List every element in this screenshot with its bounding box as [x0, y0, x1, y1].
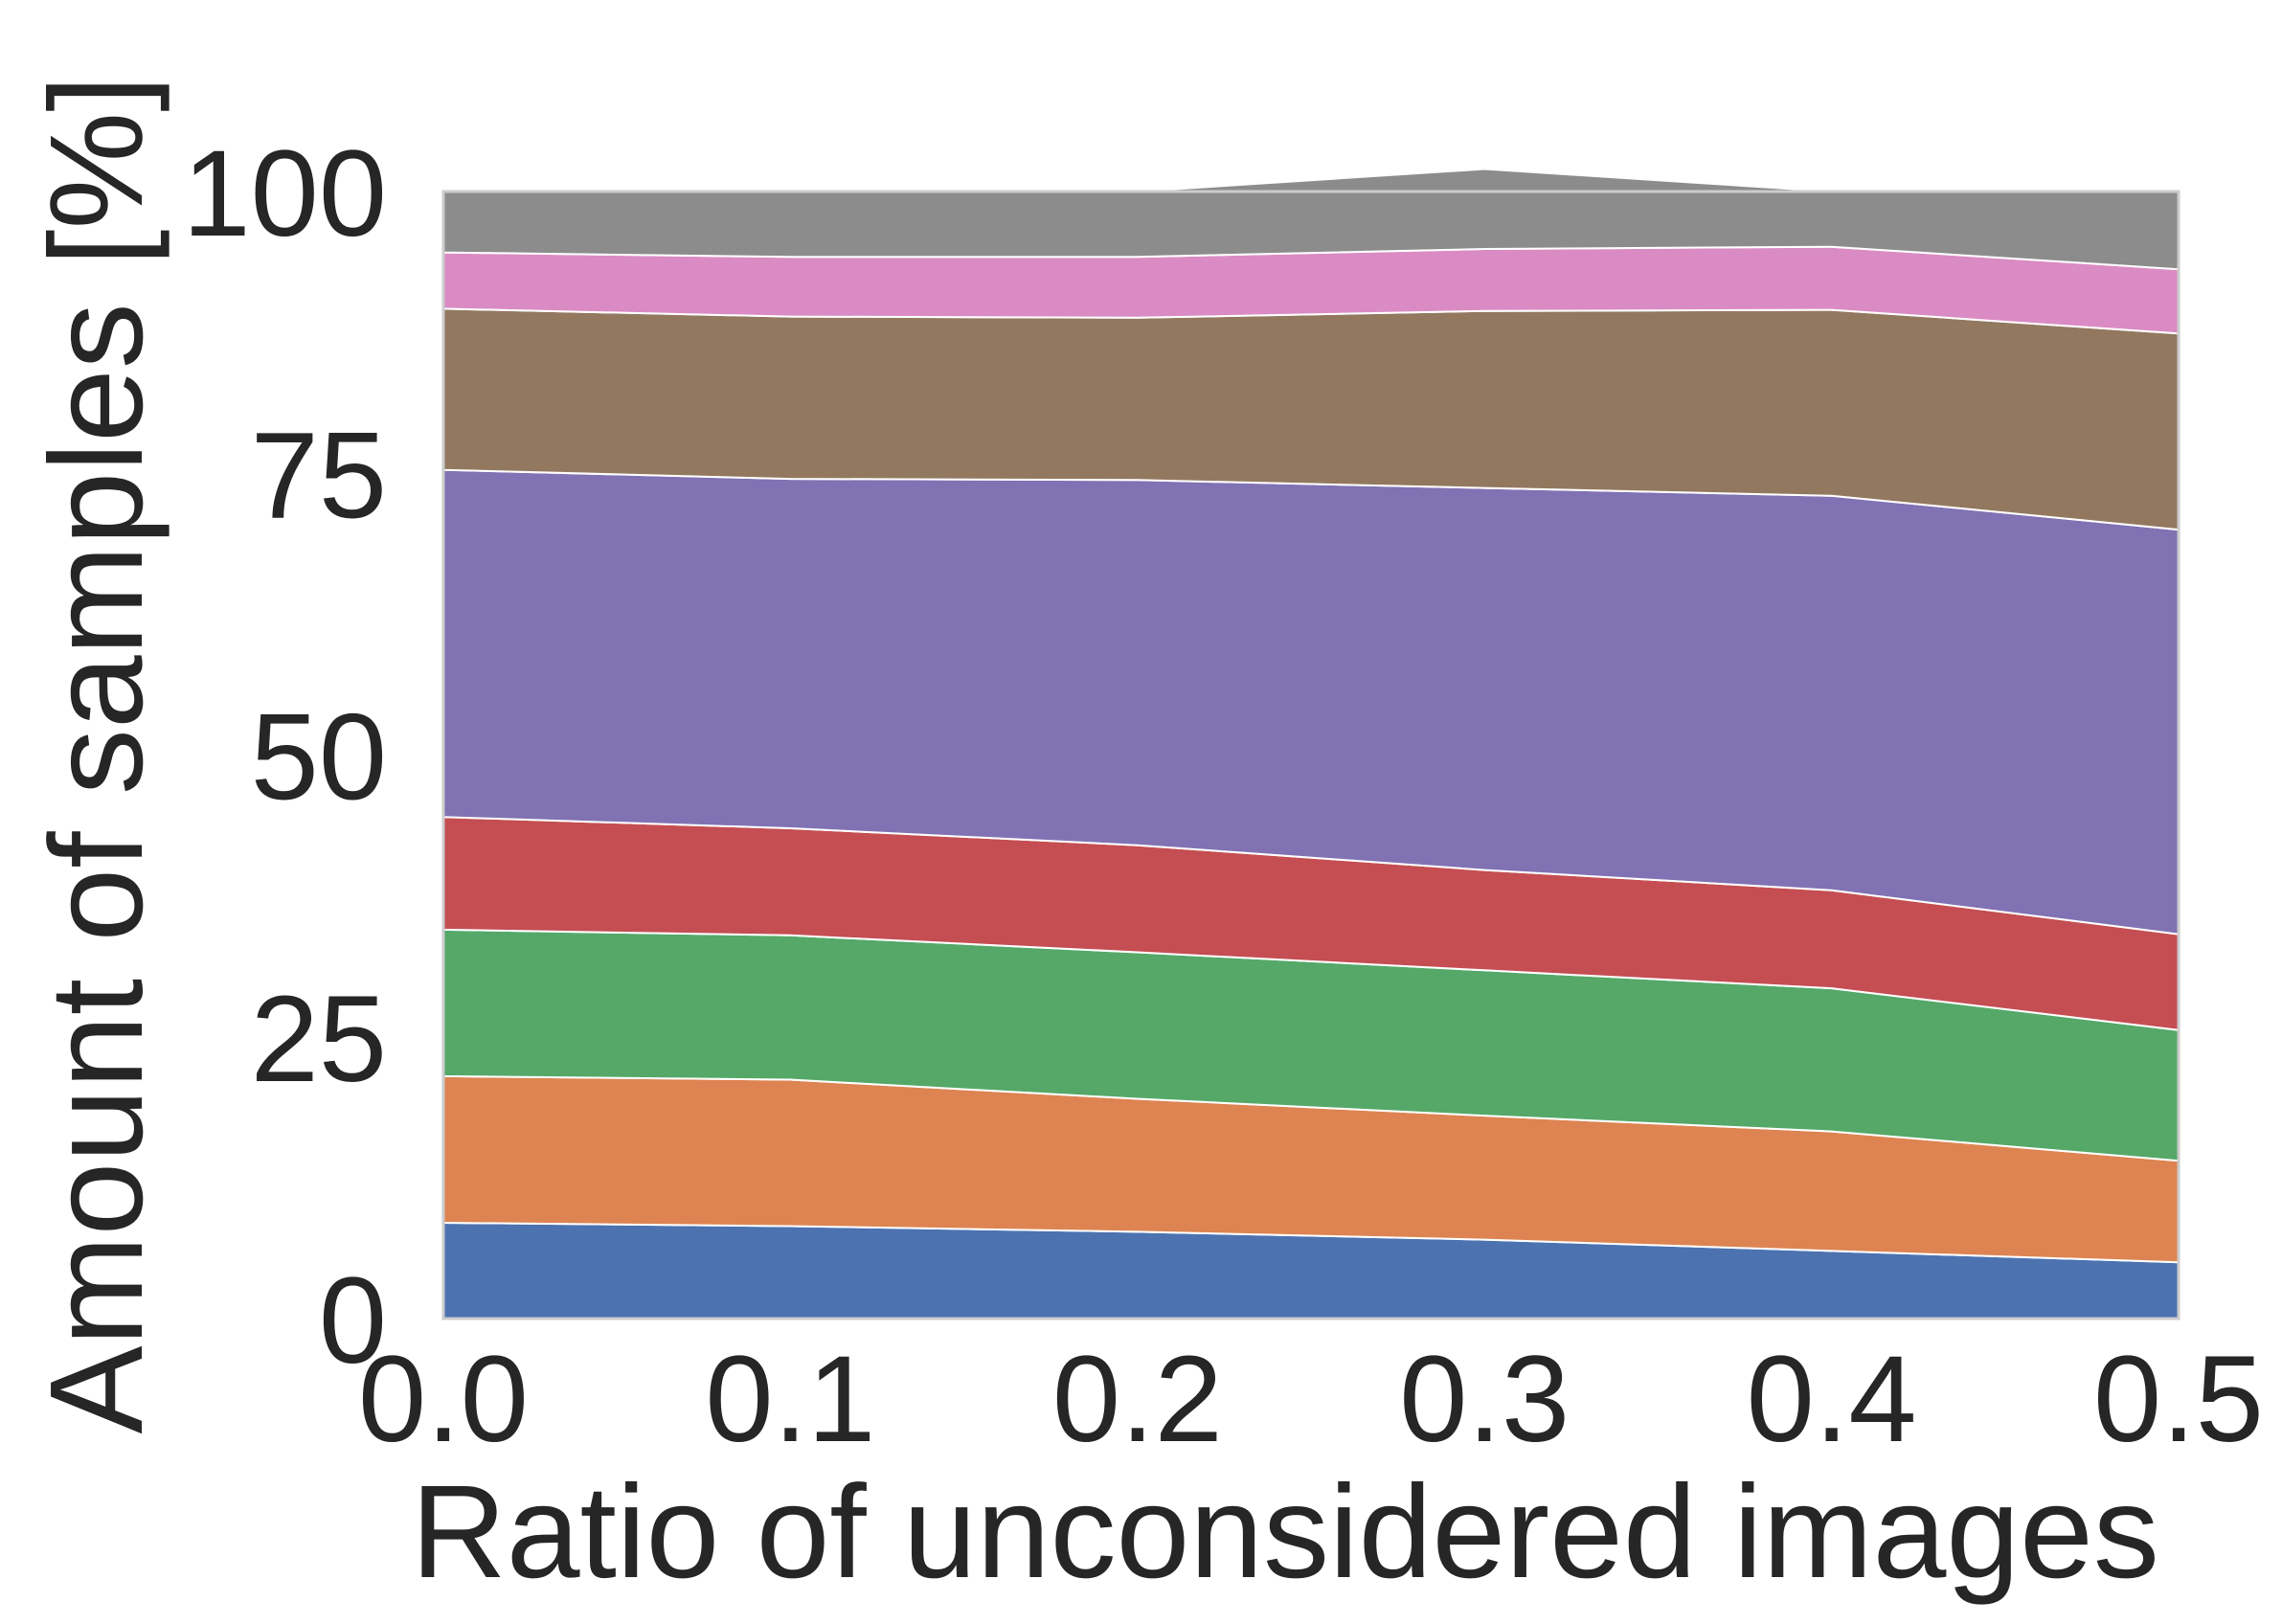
y-axis-label: Amount of samples [%] — [23, 76, 170, 1434]
x-tick-label: 0.3 — [1399, 1331, 1570, 1468]
x-tick-label: 0.0 — [358, 1331, 529, 1468]
x-tick-label: 0.5 — [2093, 1331, 2264, 1468]
y-tick-label: 100 — [182, 125, 387, 262]
area-layers — [442, 168, 2180, 1320]
y-tick-label: 75 — [251, 407, 387, 544]
x-tick-labels: 0.0 0.1 0.2 0.3 0.4 0.5 — [358, 1331, 2264, 1468]
y-tick-labels: 0 25 50 75 100 — [182, 125, 387, 1389]
y-tick-label: 0 — [319, 1252, 387, 1389]
plot-frame — [441, 190, 2180, 1320]
x-axis-label: Ratio of unconsidered images — [411, 1458, 2159, 1606]
x-tick-label: 0.1 — [705, 1331, 875, 1468]
y-tick-label: 50 — [251, 689, 387, 826]
x-tick-label: 0.2 — [1052, 1331, 1223, 1468]
x-tick-label: 0.4 — [1747, 1331, 1917, 1468]
y-tick-label: 25 — [251, 971, 387, 1108]
